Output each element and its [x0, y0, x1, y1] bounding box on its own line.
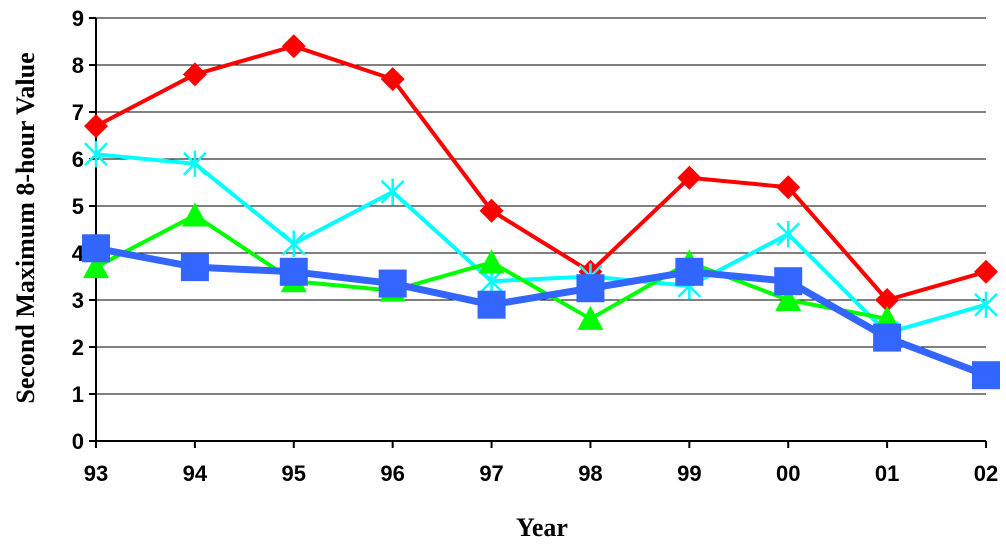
series-1-point [875, 288, 900, 312]
series-3-point [577, 305, 604, 330]
series-2-point [380, 178, 405, 206]
series-4-point [873, 323, 902, 352]
series-markers [82, 34, 1000, 390]
y-axis-title: Second Maximum 8-hour Value [11, 52, 40, 403]
series-4-point [675, 257, 704, 286]
y-tick-label: 7 [72, 100, 84, 125]
x-tick-label: 96 [380, 461, 404, 486]
series-4-point [82, 234, 110, 263]
series-2-point [84, 141, 108, 168]
x-axis-title: Year [516, 513, 568, 542]
series-2-point [974, 291, 998, 318]
series-4-point [477, 290, 506, 319]
series-3-point [181, 202, 208, 227]
x-tick-labels: 93 94 95 96 97 98 99 00 01 02 [84, 461, 998, 486]
grid-lines [96, 17, 986, 395]
x-tick-label: 94 [183, 461, 208, 486]
y-tick-label: 3 [72, 288, 84, 313]
y-tick-label: 1 [72, 382, 84, 407]
series-4-point [972, 361, 1000, 390]
x-tick-label: 01 [875, 461, 899, 486]
y-tick-label: 9 [72, 6, 84, 31]
series-1-point [182, 62, 207, 87]
series-4-point [576, 274, 605, 303]
y-tick-label: 0 [72, 429, 84, 454]
x-tick-label: 95 [282, 461, 306, 486]
series-2-point [183, 150, 207, 177]
x-tick-label: 99 [677, 461, 701, 486]
series-2-point [776, 221, 801, 248]
x-tick-label: 97 [479, 461, 503, 486]
series-1-line [95, 44, 987, 302]
x-tick-label: 00 [776, 461, 800, 486]
series-3-point [775, 287, 802, 312]
series-lines [95, 44, 988, 379]
series-1-point [677, 165, 702, 190]
series-4-point [774, 267, 803, 296]
series-1-point [974, 259, 998, 284]
y-tick-label: 6 [72, 147, 84, 172]
x-tick-label: 93 [84, 461, 108, 486]
series-1-point [380, 67, 405, 92]
y-tick-labels: 0 1 2 3 4 5 6 7 8 9 [72, 6, 85, 454]
series-4-point [279, 257, 308, 286]
series-3-point [83, 254, 109, 279]
series-4-line [95, 244, 988, 379]
series-1-point [281, 34, 306, 59]
series-2-line [95, 152, 987, 335]
series-1-point [776, 175, 801, 200]
series-3-point [478, 249, 505, 274]
series-1-point [479, 198, 504, 223]
series-1-point [84, 114, 108, 139]
y-tick-label: 5 [72, 194, 84, 219]
y-tick-label: 2 [72, 335, 84, 360]
series-4-point [378, 269, 407, 298]
series-2-point [281, 230, 306, 257]
y-tick-label: 4 [72, 241, 85, 266]
x-tick-label: 02 [974, 461, 998, 486]
y-tick-label: 8 [72, 53, 84, 78]
series-4-point [180, 253, 209, 282]
x-tick-label: 98 [578, 461, 602, 486]
